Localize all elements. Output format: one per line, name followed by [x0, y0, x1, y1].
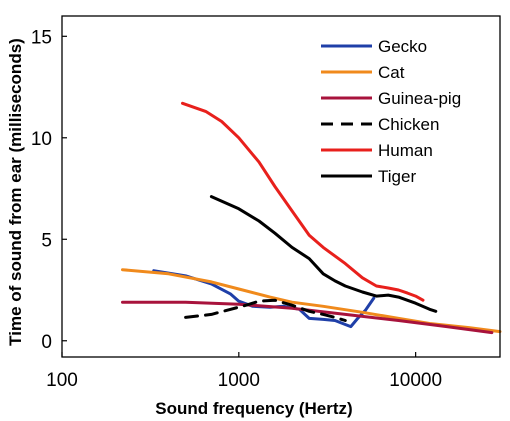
series-line-chicken	[184, 298, 347, 322]
y-axis-title: Time of sound from ear (milliseconds)	[6, 38, 25, 346]
x-tick-label: 1000	[218, 370, 260, 391]
y-tick-label: 10	[31, 129, 52, 150]
plot-area-frame	[61, 15, 501, 358]
y-axis-title-group: Time of sound from ear (milliseconds)	[6, 38, 25, 346]
legend-label-guinea-pig: Guinea-pig	[378, 89, 461, 108]
x-tick-label: 100	[46, 370, 78, 391]
series-layer	[121, 101, 502, 335]
series-line-cat	[121, 268, 502, 334]
series-line-tiger	[209, 195, 438, 313]
series-line-guinea-pig	[121, 300, 494, 335]
series-line-human	[181, 101, 425, 302]
x-tick-label: 10000	[389, 370, 442, 391]
y-tick-label: 15	[31, 27, 52, 48]
axis-ticks: 100 1000 10000 0 5 10 15	[31, 27, 442, 391]
y-tick-label: 0	[41, 332, 52, 353]
legend-label-human: Human	[378, 141, 433, 160]
y-tick-label: 5	[41, 230, 52, 251]
legend-label-chicken: Chicken	[378, 115, 439, 134]
legend-label-gecko: Gecko	[378, 37, 427, 56]
x-axis-title: Sound frequency (Hertz)	[155, 399, 352, 418]
legend-label-cat: Cat	[378, 63, 405, 82]
legend-label-tiger: Tiger	[378, 167, 416, 186]
legend: Gecko Cat Guinea-pig Chicken Human Tiger	[321, 37, 461, 186]
